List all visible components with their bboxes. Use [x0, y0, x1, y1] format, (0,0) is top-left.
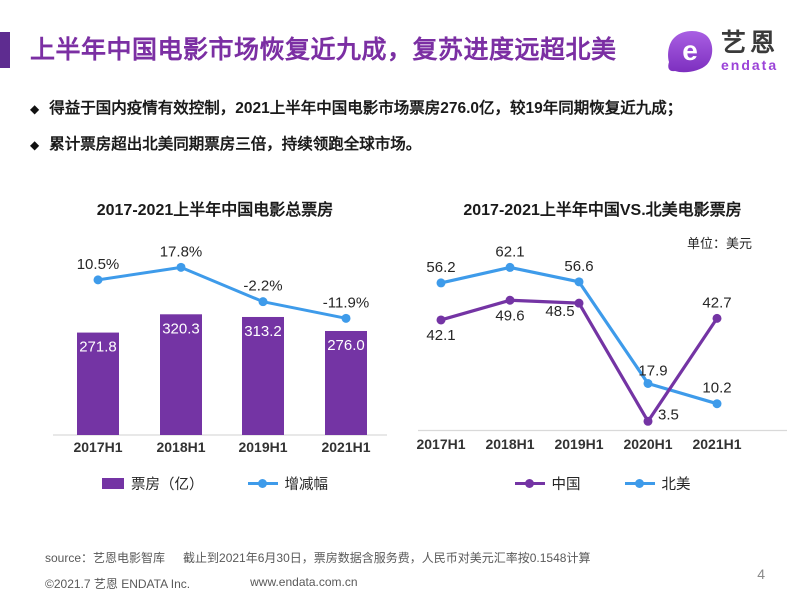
endata-logo-icon: e [668, 31, 713, 73]
growth-rate-line [96, 265, 348, 320]
footer-source-line: source：艺恩电影智库 截止到2021年6月30日，票房数据含服务费，人民币… [45, 549, 590, 566]
data-value-label: 48.5 [545, 303, 574, 320]
series-line-中国 [439, 298, 719, 423]
boxoffice-bar [77, 332, 119, 435]
footer-copyright: ©2021.7 艺恩 ENDATA Inc. [45, 577, 191, 591]
x-axis-label: 2021H1 [321, 439, 370, 455]
page-title: 上半年中国电影市场恢复近九成，复苏进度远超北美 [30, 36, 617, 64]
boxoffice-bar [242, 316, 284, 435]
growth-rate-point [258, 297, 268, 307]
x-axis-label: 2021H1 [692, 436, 741, 452]
growth-rate-label: 10.5% [77, 256, 120, 273]
series-line-北美 [439, 265, 719, 406]
x-axis-label: 2019H1 [238, 439, 287, 455]
bullet-text: 得益于国内疫情有效控制，2021上半年中国电影市场票房276.0亿，较19年同期… [49, 100, 683, 117]
page-number: 4 [757, 566, 765, 582]
footer-copyright-line: ©2021.7 艺恩 ENDATA Inc. www.endata.com.cn [45, 575, 590, 592]
x-axis-label: 2018H1 [156, 439, 205, 455]
legend-label: 增减幅 [284, 477, 329, 493]
legend-bar-swatch-icon [102, 478, 124, 489]
legend-line-marker-icon [247, 479, 278, 488]
bar-value-label: 320.3 [162, 320, 200, 337]
series-point [643, 378, 653, 388]
boxoffice-bar [325, 330, 367, 435]
legend-label: 票房（亿） [131, 477, 204, 493]
series-point [712, 313, 722, 323]
footer-source: source：艺恩电影智库 [45, 551, 166, 565]
series-point [436, 278, 446, 288]
diamond-bullet-icon: ◆ [30, 102, 40, 116]
data-value-label: 3.5 [658, 406, 679, 423]
data-value-label: 62.1 [495, 243, 524, 260]
growth-rate-point [341, 313, 351, 323]
footer-website: www.endata.com.cn [250, 575, 358, 589]
x-axis-label: 2018H1 [485, 436, 534, 452]
logo-subtitle: endata [720, 56, 779, 73]
bar-line-combo-plot: 271.8 2017H1 320.3 2018H1 313.2 2019H1 276.0 20… [53, 243, 387, 455]
slide-footer: source：艺恩电影智库 截止到2021年6月30日，票房数据含服务费，人民币… [45, 549, 590, 592]
chart-legend: 中国 北美 [415, 473, 790, 494]
chart-china-total-boxoffice: 2017-2021上半年中国电影总票房 271.8 2017H1 320.3 2018… [35, 190, 395, 500]
series-point [505, 262, 515, 272]
data-value-label: 10.2 [702, 380, 731, 397]
series-point [643, 416, 653, 426]
diamond-bullet-icon: ◆ [30, 137, 40, 152]
data-value-label: 49.6 [495, 307, 524, 324]
unit-label: 单位：美元 [686, 236, 752, 251]
growth-rate-label: -2.2% [243, 278, 282, 295]
series-point [574, 298, 584, 308]
growth-rate-point [93, 275, 103, 285]
title-accent-bar [0, 32, 10, 68]
legend-dot-icon [635, 479, 644, 488]
legend-label: 中国 [551, 477, 581, 493]
logo-name: 艺恩 [720, 28, 779, 57]
x-axis-label: 2020H1 [623, 436, 672, 452]
bullet-text: 累计票房超出北美同期票房三倍，持续领跑全球市场。 [49, 135, 422, 153]
endata-logo: e 艺恩 endata [666, 26, 779, 76]
legend-item: 票房（亿） [102, 473, 204, 494]
boxoffice-bar [160, 314, 202, 435]
data-value-label: 17.9 [638, 362, 667, 379]
bar-value-label: 271.8 [79, 339, 117, 356]
legend-dot-icon [525, 479, 534, 488]
chart-title: 2017-2021上半年中国电影总票房 [96, 202, 334, 219]
growth-rate-point [176, 262, 186, 272]
series-point [436, 315, 446, 325]
chart-legend: 票房（亿） 增减幅 [35, 473, 395, 494]
summary-bullets: ◆ 得益于国内疫情有效控制，2021上半年中国电影市场票房276.0亿，较19年… [30, 98, 775, 169]
footer-note: 截止到2021年6月30日，票房数据含服务费，人民币对美元汇率按0.1548计算 [183, 551, 591, 565]
legend-line-marker-icon [624, 479, 655, 488]
chart-china-vs-northamerica: 2017-2021上半年中国VS.北美电影票房 单位：美元 2017H1 2018… [415, 190, 790, 500]
series-point [505, 295, 515, 305]
data-value-label: 56.2 [426, 259, 455, 276]
legend-item: 中国 [514, 473, 581, 494]
data-value-label: 42.1 [426, 327, 455, 344]
series-point [712, 399, 722, 409]
bar-value-label: 276.0 [327, 337, 365, 354]
legend-line-marker-icon [514, 479, 545, 488]
growth-rate-label: 17.8% [160, 243, 203, 260]
x-axis-label: 2019H1 [554, 436, 603, 452]
logo-e-glyph: e [682, 35, 698, 66]
x-axis-label: 2017H1 [73, 439, 122, 455]
bullet-item: ◆ 得益于国内疫情有效控制，2021上半年中国电影市场票房276.0亿，较19年… [30, 98, 775, 120]
data-value-label: 56.6 [564, 258, 593, 275]
series-point [574, 277, 584, 287]
growth-rate-label: -11.9% [323, 294, 369, 311]
legend-label: 北美 [661, 477, 691, 493]
chart-title: 2017-2021上半年中国VS.北美电影票房 [463, 202, 742, 219]
data-value-label: 42.7 [702, 294, 731, 311]
bullet-item: ◆ 累计票房超出北美同期票房三倍，持续领跑全球市场。 [30, 134, 775, 156]
bar-value-label: 313.2 [244, 323, 282, 340]
x-axis-label: 2017H1 [416, 436, 465, 452]
legend-item: 北美 [624, 473, 691, 494]
legend-dot-icon [258, 479, 267, 488]
legend-item: 增减幅 [247, 473, 329, 494]
line-chart-plot: 2017H1 2018H1 2019H1 2020H1 2021H1 56.2 62.1 56… [416, 243, 787, 452]
